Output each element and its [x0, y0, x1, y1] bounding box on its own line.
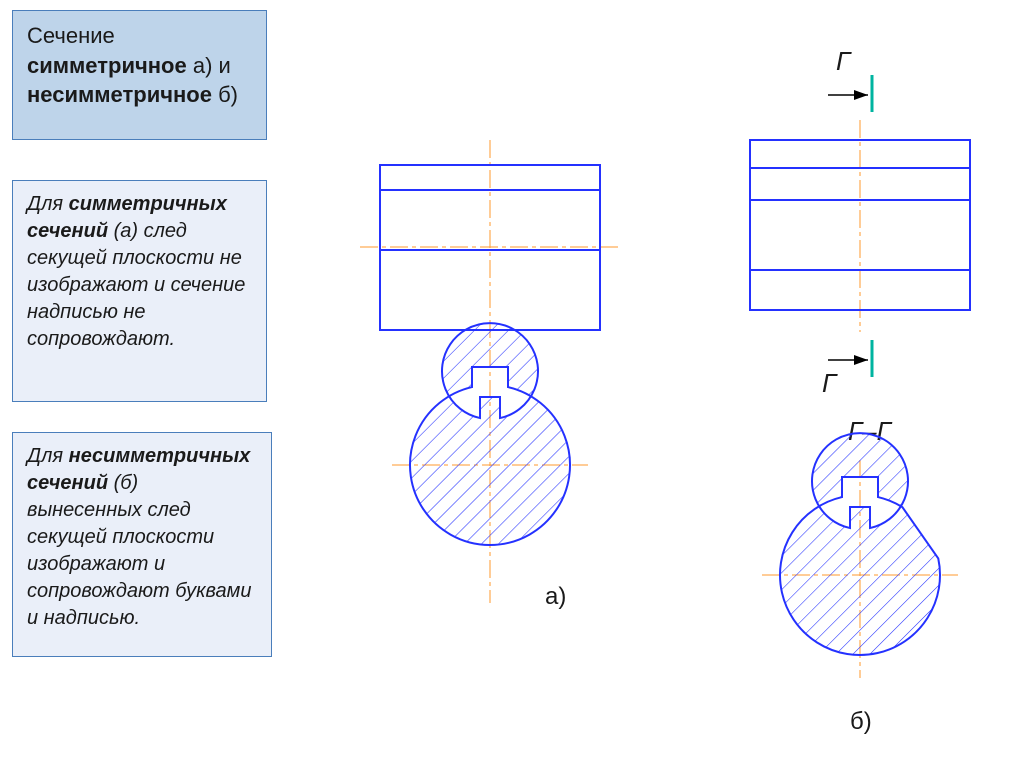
svg-text:Г: Г: [836, 46, 852, 76]
svg-text:Г: Г: [822, 368, 838, 398]
title-l2a: симметричное: [27, 53, 187, 78]
label-a: а): [545, 583, 566, 611]
a-t1: Для: [27, 193, 69, 215]
label-b: б): [850, 708, 872, 736]
title-l1: Сечение: [27, 23, 115, 48]
b-t1: Для: [27, 445, 69, 467]
desc-box-a: Для симметричных сечений (а) след секуще…: [12, 180, 267, 402]
title-l3a: несимметричное: [27, 82, 212, 107]
b-t3: (б) вынесенных след секущей плоскости из…: [27, 472, 251, 629]
figure-b: Г Г Г–Г: [720, 40, 1000, 745]
figure-a: [330, 135, 660, 620]
title-l2b: а) и: [187, 53, 231, 78]
desc-box-b: Для несимметричных сечений (б) вынесенны…: [12, 432, 272, 657]
title-l3b: б): [212, 82, 238, 107]
title-box: Сечение симметричное а) и несимметричное…: [12, 10, 267, 140]
